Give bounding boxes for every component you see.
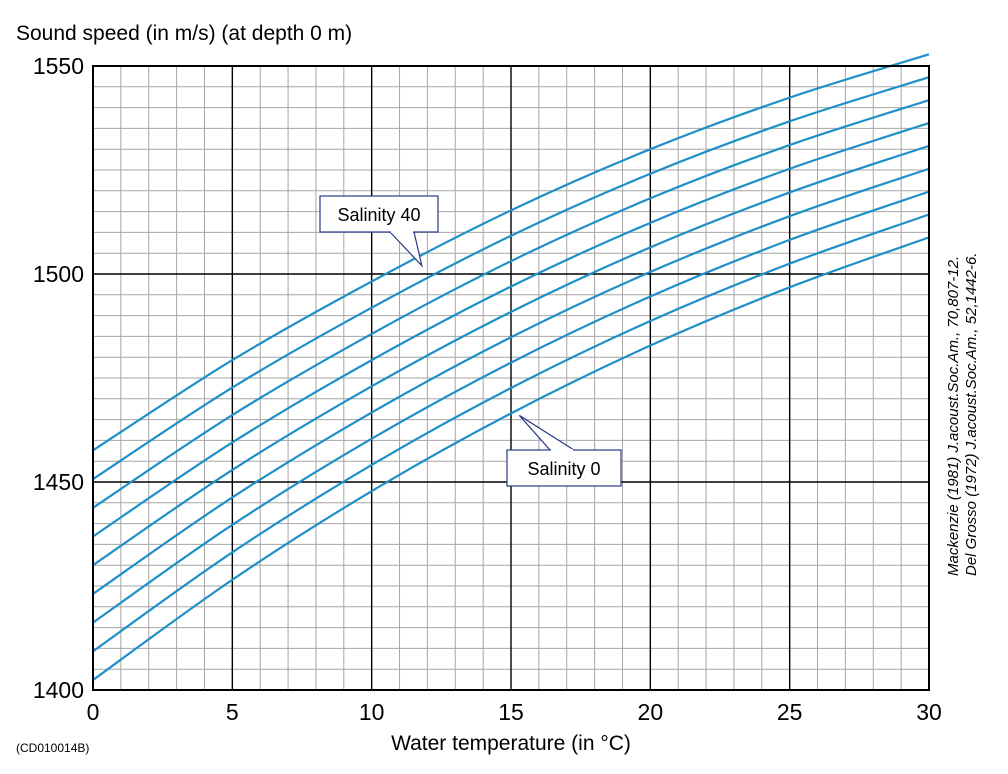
callout-pointer	[518, 414, 577, 451]
series-line-salinity-10	[92, 190, 930, 624]
series-line-salinity-30	[92, 99, 930, 509]
callout-box	[506, 449, 622, 487]
y-tick-labels: 1400 1450 1500 1550	[33, 53, 84, 703]
callout-label: Salinity 0	[527, 459, 600, 479]
reference-del-grosso: Del Grosso (1972) J.acoust.Soc.Am., 52,1…	[963, 253, 980, 577]
series-line-salinity-25	[92, 121, 930, 538]
callout-pointer	[388, 231, 423, 268]
callout-label: Salinity 40	[337, 205, 420, 225]
x-tick-label: 10	[359, 699, 385, 725]
x-tick-label: 15	[498, 699, 524, 725]
series-line-salinity-0	[92, 236, 930, 681]
reference-mackenzie: Mackenzie (1981) J.acoust.Soc.Am., 70,80…	[945, 256, 962, 576]
series-line-salinity-35	[92, 76, 930, 481]
references: Mackenzie (1981) J.acoust.Soc.Am., 70,80…	[945, 253, 980, 577]
x-tick-label: 30	[916, 699, 942, 725]
figure-code: (CD010014B)	[16, 741, 89, 755]
series-line-salinity-40	[92, 53, 930, 452]
series-line-salinity-15	[92, 167, 930, 595]
series-line-salinity-5	[92, 213, 930, 653]
x-tick-label: 25	[777, 699, 803, 725]
callout-box	[319, 195, 439, 233]
x-tick-label: 0	[87, 699, 100, 725]
series-line-salinity-20	[92, 144, 930, 567]
y-tick-label: 1500	[33, 261, 84, 287]
y-tick-label: 1450	[33, 469, 84, 495]
series-layer	[92, 53, 930, 681]
y-tick-label: 1550	[33, 53, 84, 79]
x-tick-label: 5	[226, 699, 239, 725]
y-tick-label: 1400	[33, 677, 84, 703]
callout-salinity-40: Salinity 40	[319, 195, 439, 268]
callouts: Salinity 40 Salinity 0	[319, 195, 622, 487]
x-tick-labels: 0 5 10 15 20 25 30	[87, 699, 942, 725]
x-tick-label: 20	[638, 699, 664, 725]
plot-frame	[92, 65, 930, 691]
chart-title: Sound speed (in m/s) (at depth 0 m)	[16, 22, 352, 45]
callout-salinity-0: Salinity 0	[506, 414, 622, 487]
x-axis-label: Water temperature (in °C)	[391, 732, 631, 755]
